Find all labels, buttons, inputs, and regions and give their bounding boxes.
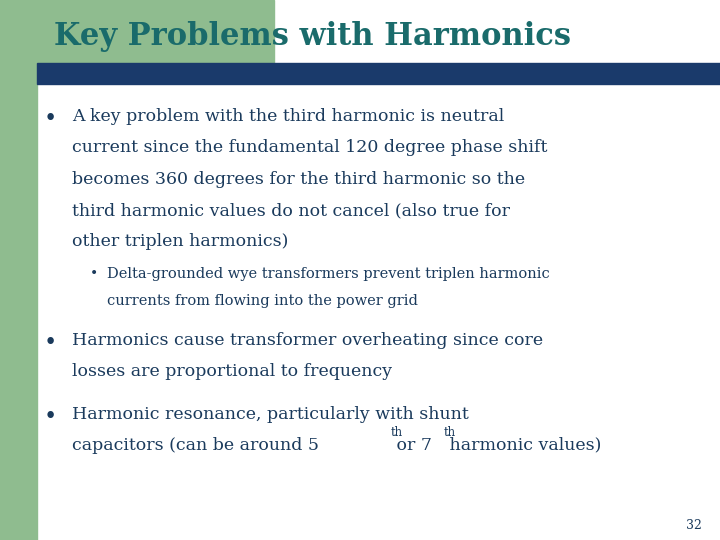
- Text: •: •: [90, 267, 98, 281]
- Text: •: •: [43, 108, 56, 130]
- Text: Key Problems with Harmonics: Key Problems with Harmonics: [54, 21, 571, 52]
- Text: third harmonic values do not cancel (also true for: third harmonic values do not cancel (als…: [72, 202, 510, 219]
- Bar: [0, 0, 274, 73]
- Bar: [0, 0, 37, 540]
- Text: A key problem with the third harmonic is neutral: A key problem with the third harmonic is…: [72, 108, 504, 125]
- Text: other triplen harmonics): other triplen harmonics): [72, 233, 289, 250]
- Text: th: th: [391, 426, 402, 439]
- Text: becomes 360 degrees for the third harmonic so the: becomes 360 degrees for the third harmon…: [72, 171, 525, 187]
- Text: capacitors (can be around 5: capacitors (can be around 5: [72, 437, 319, 454]
- Text: Harmonics cause transformer overheating since core: Harmonics cause transformer overheating …: [72, 332, 543, 349]
- Text: currents from flowing into the power grid: currents from flowing into the power gri…: [107, 294, 418, 308]
- Text: losses are proportional to frequency: losses are proportional to frequency: [72, 363, 392, 380]
- Text: or 7: or 7: [391, 437, 432, 454]
- Bar: [37, 63, 720, 84]
- Text: •: •: [43, 406, 56, 428]
- Text: 32: 32: [686, 519, 702, 532]
- Text: Harmonic resonance, particularly with shunt: Harmonic resonance, particularly with sh…: [72, 406, 469, 422]
- Text: current since the fundamental 120 degree phase shift: current since the fundamental 120 degree…: [72, 139, 547, 156]
- Text: harmonic values): harmonic values): [444, 437, 601, 454]
- Text: Delta-grounded wye transformers prevent triplen harmonic: Delta-grounded wye transformers prevent …: [107, 267, 549, 281]
- Text: th: th: [444, 426, 456, 439]
- Text: •: •: [43, 332, 56, 354]
